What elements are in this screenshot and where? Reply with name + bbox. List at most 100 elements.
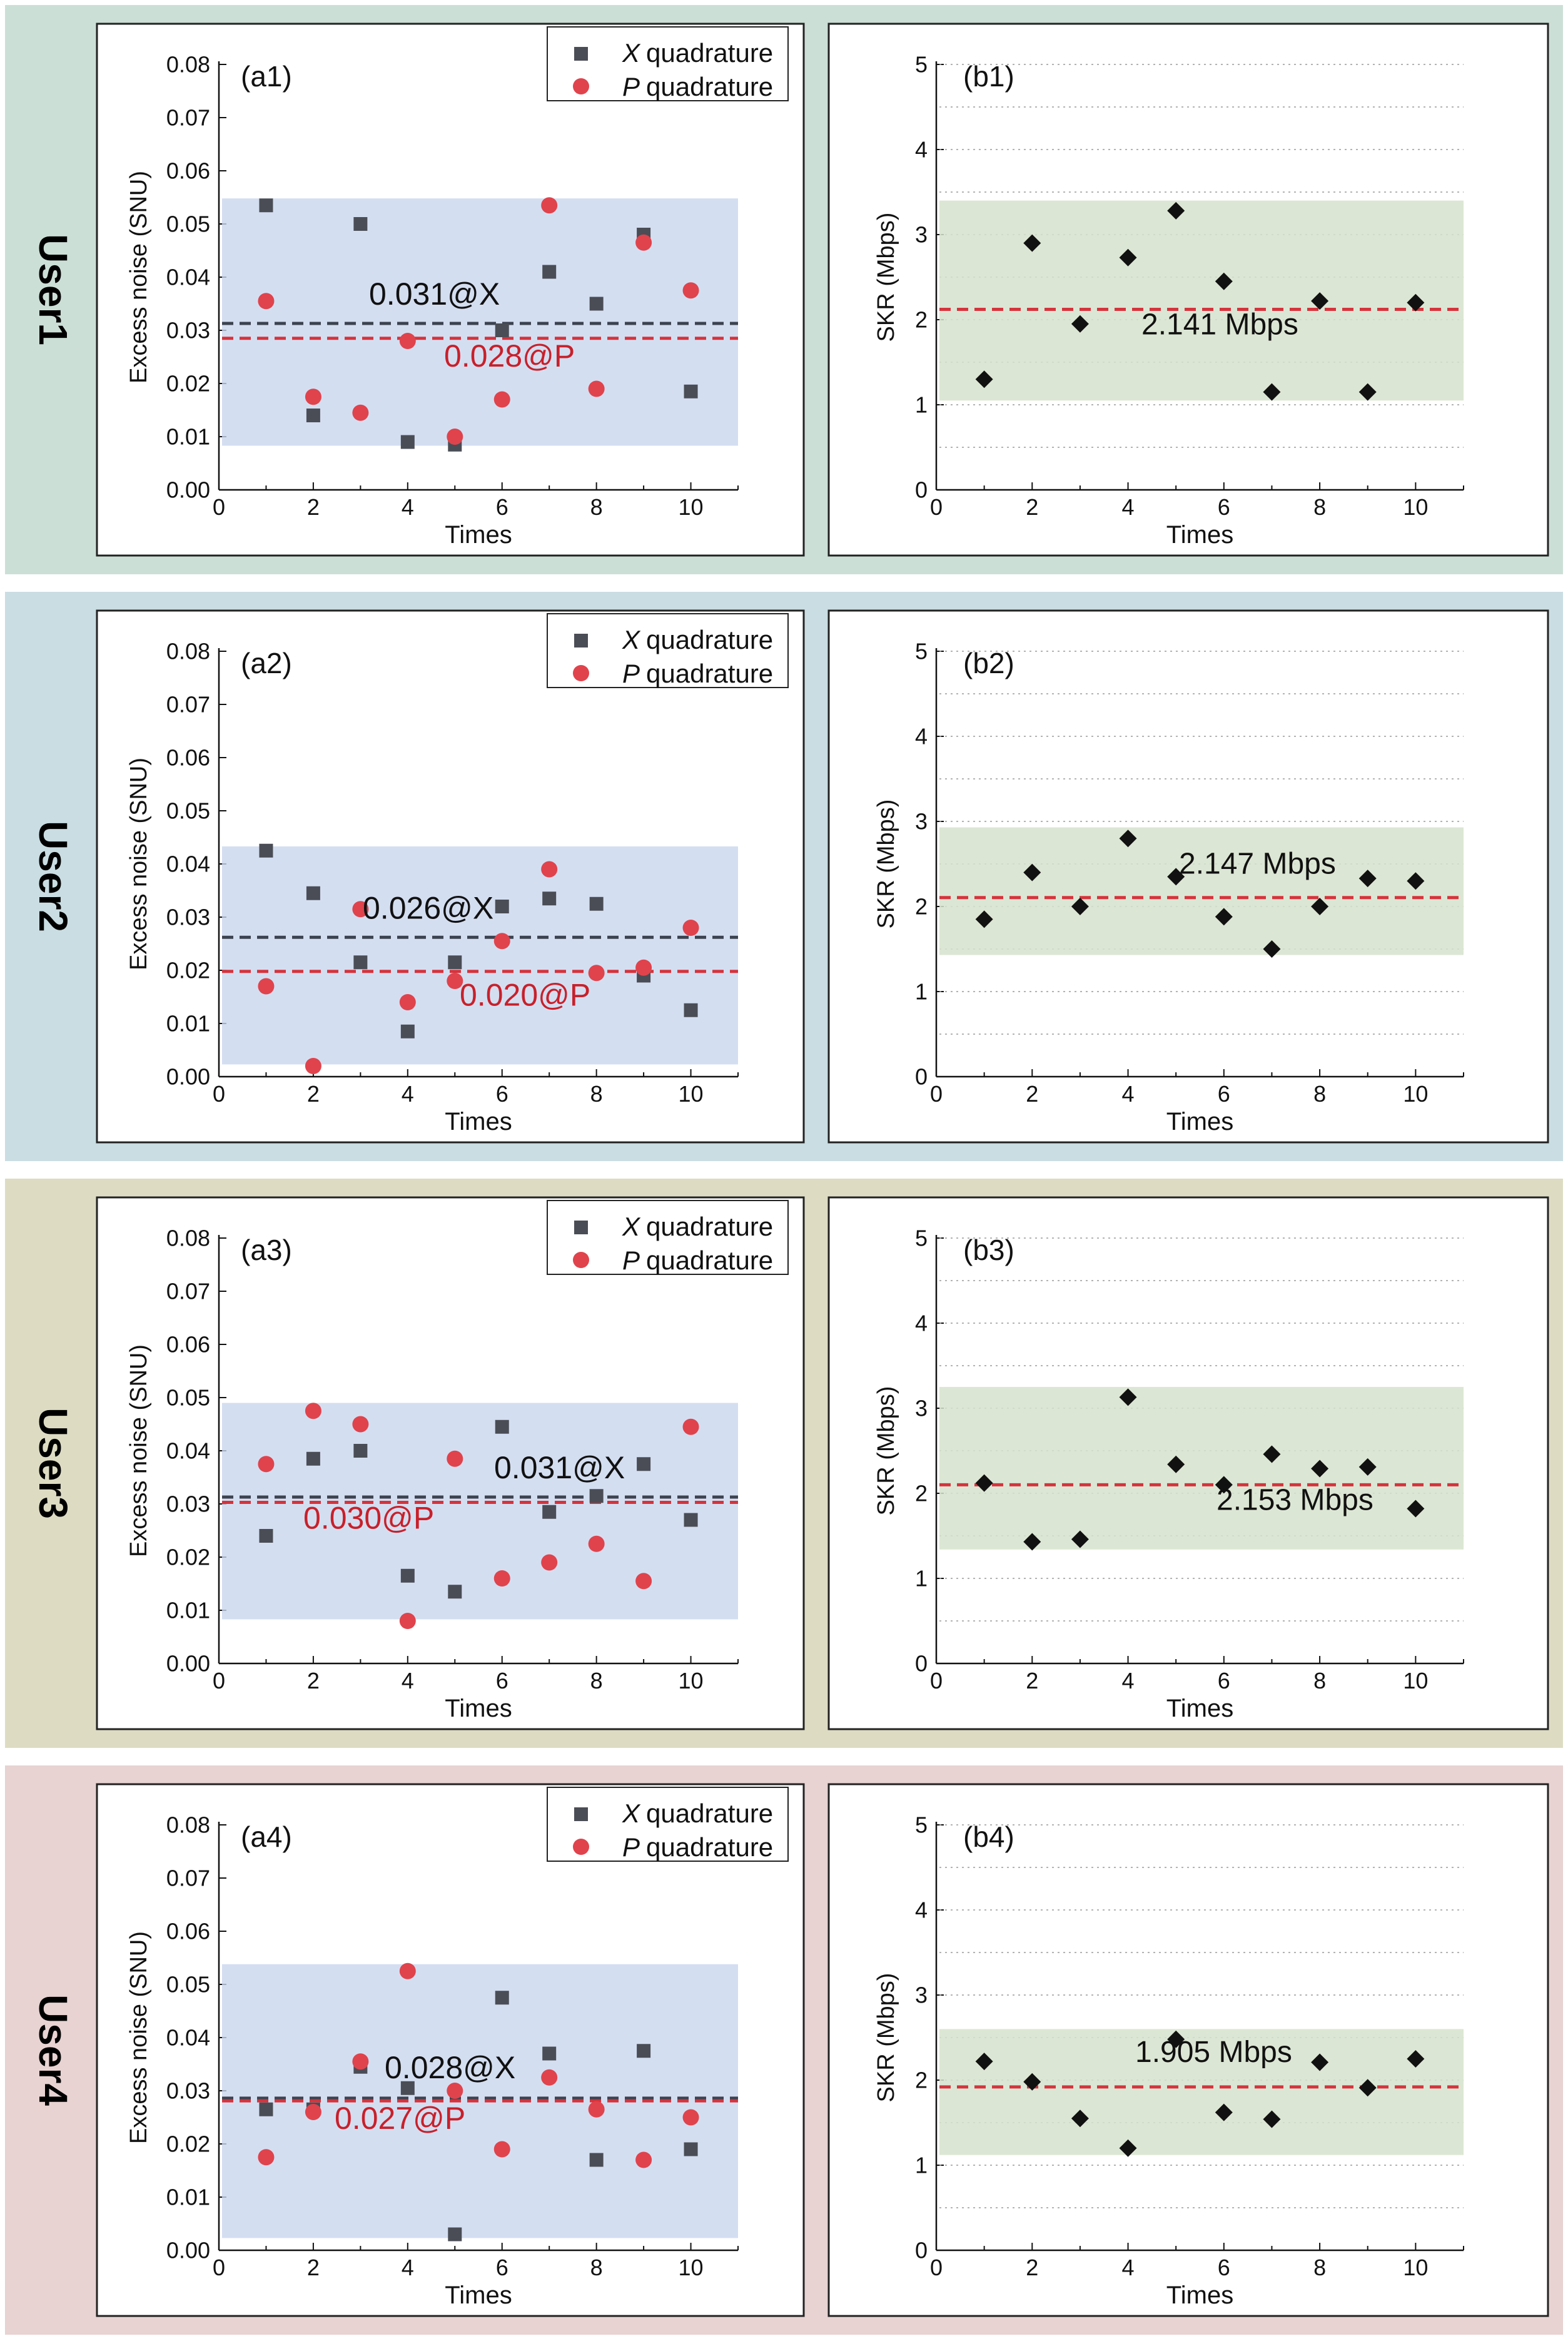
- x-quadrature-point: [401, 1025, 415, 1038]
- skr-range-band: [939, 828, 1464, 955]
- x-quadrature-point: [590, 2153, 604, 2167]
- p-quadrature-point: [400, 1963, 416, 1979]
- y-tick-label: 0.04: [166, 265, 210, 290]
- x-tick-label: 10: [1403, 2255, 1428, 2280]
- y-tick-label: 0.03: [166, 905, 210, 930]
- p-quadrature-point: [494, 1570, 510, 1587]
- x-quadrature-point: [684, 1513, 698, 1527]
- y-tick-label: 0.02: [166, 958, 210, 983]
- x-tick-label: 4: [402, 2255, 414, 2280]
- y-tick-label: 3: [915, 222, 928, 248]
- x-quadrature-point: [590, 297, 604, 311]
- x-quadrature-point: [637, 2044, 650, 2058]
- p-quadrature-point: [494, 2141, 510, 2158]
- x-tick-label: 8: [590, 1081, 603, 1107]
- y-axis-label: SKR (Mbps): [873, 213, 899, 342]
- y-tick-label: 2: [915, 307, 928, 333]
- y-axis-label: SKR (Mbps): [873, 1386, 899, 1516]
- mean-x-label: 0.026@X: [363, 890, 493, 925]
- x-quadrature-point: [353, 217, 367, 231]
- panel-tag: (b1): [963, 60, 1014, 93]
- mean-x-label: 0.031@X: [369, 277, 500, 312]
- y-tick-label: 2: [915, 894, 928, 920]
- y-axis-label: SKR (Mbps): [873, 800, 899, 929]
- x-quadrature-point: [448, 955, 462, 969]
- mean-x-label: 0.028@X: [385, 2050, 515, 2085]
- p-quadrature-point: [258, 978, 274, 995]
- x-quadrature-point: [495, 1420, 509, 1434]
- legend-x-symbol: X: [622, 1799, 641, 1828]
- y-tick-label: 0.08: [166, 1226, 210, 1251]
- panel-tag: (b2): [963, 647, 1014, 679]
- mean-p-label: 0.027@P: [335, 2101, 465, 2136]
- mean-p-label: 0.030@P: [303, 1500, 434, 1535]
- y-tick-label: 0.02: [166, 371, 210, 397]
- y-tick-label: 0: [915, 2238, 928, 2263]
- y-tick-label: 0.01: [166, 2185, 210, 2210]
- legend-p-symbol: P: [622, 659, 640, 688]
- legend: XquadratureP quadrature: [547, 27, 788, 101]
- y-tick-label: 2: [915, 1481, 928, 1506]
- x-tick-label: 0: [930, 1081, 943, 1107]
- x-tick-label: 2: [1026, 1668, 1038, 1693]
- p-quadrature-point: [305, 1058, 321, 1074]
- legend-x-symbol: X: [622, 38, 641, 68]
- y-tick-label: 4: [915, 1311, 928, 1336]
- user-label: User4: [31, 1994, 76, 2106]
- y-tick-label: 0.04: [166, 2025, 210, 2051]
- x-tick-label: 6: [496, 2255, 508, 2280]
- x-tick-label: 2: [1026, 2255, 1038, 2280]
- x-tick-label: 4: [1122, 1081, 1135, 1107]
- p-quadrature-point: [635, 2152, 652, 2168]
- legend-x-marker: [574, 47, 588, 61]
- x-tick-label: 0: [213, 2255, 225, 2280]
- legend-p-marker: [573, 665, 589, 681]
- x-tick-label: 2: [307, 494, 320, 520]
- x-tick-label: 0: [213, 1081, 225, 1107]
- panel-tag: (b4): [963, 1820, 1014, 1853]
- x-tick-label: 2: [1026, 494, 1038, 520]
- x-tick-label: 2: [307, 1668, 320, 1693]
- y-tick-label: 0.00: [166, 2238, 210, 2263]
- p-quadrature-point: [589, 965, 605, 981]
- legend: XquadratureP quadrature: [547, 1201, 788, 1275]
- legend-x-text: quadrature: [646, 1799, 773, 1828]
- mean-x-label: 0.031@X: [494, 1450, 625, 1485]
- y-tick-label: 0.08: [166, 1812, 210, 1838]
- x-quadrature-point: [684, 1003, 698, 1017]
- figure: User10.000.010.020.030.040.050.060.070.0…: [0, 0, 1568, 2351]
- mean-skr-label: 2.147 Mbps: [1179, 848, 1336, 881]
- y-tick-label: 3: [915, 1983, 928, 2008]
- x-quadrature-point: [353, 1444, 367, 1458]
- x-tick-label: 8: [1313, 494, 1326, 520]
- y-axis-label: Excess noise (SNU): [126, 1344, 152, 1557]
- y-tick-label: 5: [915, 1226, 928, 1251]
- x-quadrature-point: [542, 1505, 556, 1519]
- x-tick-label: 4: [1122, 494, 1135, 520]
- p-quadrature-point: [258, 2149, 274, 2165]
- legend-x-marker: [574, 634, 588, 647]
- p-quadrature-point: [305, 1403, 321, 1419]
- x-tick-label: 6: [496, 1081, 508, 1107]
- y-tick-label: 0.08: [166, 639, 210, 664]
- x-quadrature-point: [542, 2047, 556, 2061]
- noise-range-band: [222, 846, 738, 1065]
- p-quadrature-point: [400, 994, 416, 1010]
- p-quadrature-point: [400, 1613, 416, 1629]
- x-tick-label: 10: [679, 1081, 704, 1107]
- y-tick-label: 0.03: [166, 318, 210, 343]
- legend-x-symbol: X: [622, 625, 641, 654]
- legend-p-text: quadrature: [646, 1246, 773, 1275]
- p-quadrature-point: [494, 392, 510, 408]
- p-quadrature-point: [352, 405, 368, 421]
- legend-p-symbol: P: [622, 72, 640, 101]
- p-quadrature-point: [494, 933, 510, 949]
- p-quadrature-point: [683, 282, 699, 298]
- legend-p-symbol: P: [622, 1246, 640, 1275]
- y-tick-label: 0: [915, 1651, 928, 1677]
- x-axis-label: Times: [1166, 1695, 1233, 1722]
- x-tick-label: 0: [930, 494, 943, 520]
- mean-skr-label: 1.905 Mbps: [1135, 2036, 1292, 2069]
- p-quadrature-point: [352, 1416, 368, 1433]
- p-quadrature-point: [635, 235, 652, 251]
